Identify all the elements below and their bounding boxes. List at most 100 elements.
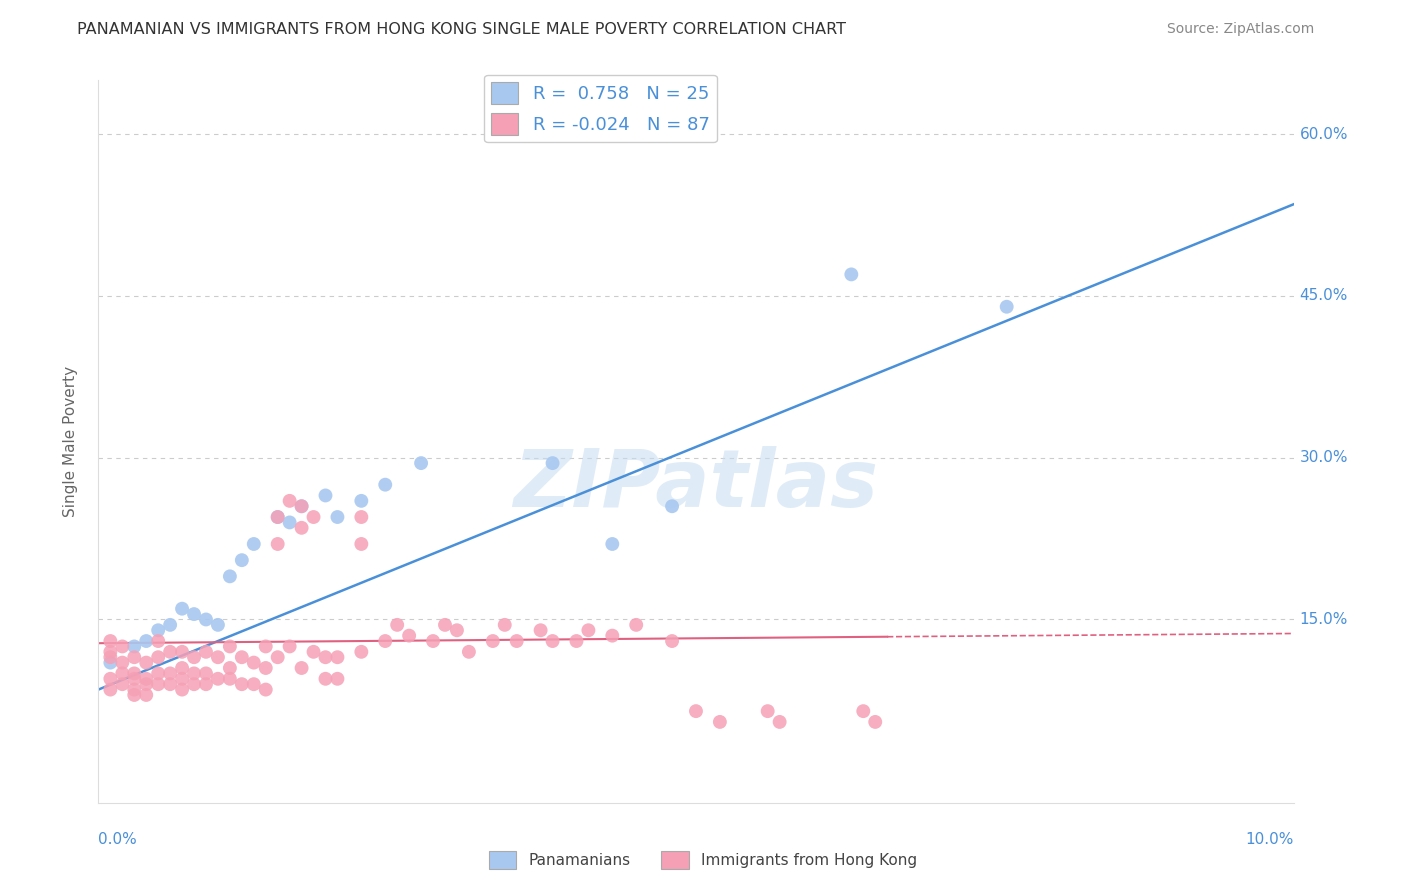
- Point: [219, 640, 242, 654]
- Point: [995, 300, 1018, 314]
- Point: [254, 661, 277, 675]
- Point: [195, 666, 218, 681]
- Point: [159, 677, 181, 691]
- Point: [243, 677, 266, 691]
- Point: [291, 500, 314, 514]
- Point: [267, 537, 290, 551]
- Point: [326, 650, 349, 665]
- Point: [124, 688, 146, 702]
- Point: [124, 682, 146, 697]
- Point: [541, 456, 564, 470]
- Text: 60.0%: 60.0%: [1299, 127, 1348, 142]
- Point: [98, 672, 122, 686]
- Text: 10.0%: 10.0%: [1246, 831, 1294, 847]
- Point: [124, 650, 146, 665]
- Point: [243, 537, 266, 551]
- Text: Source: ZipAtlas.com: Source: ZipAtlas.com: [1167, 22, 1315, 37]
- Text: 15.0%: 15.0%: [1299, 612, 1348, 627]
- Point: [661, 500, 683, 514]
- Point: [243, 656, 266, 670]
- Point: [159, 645, 181, 659]
- Point: [278, 516, 301, 530]
- Point: [302, 645, 325, 659]
- Legend: R =  0.758   N = 25, R = -0.024   N = 87: R = 0.758 N = 25, R = -0.024 N = 87: [484, 75, 717, 143]
- Point: [422, 634, 444, 648]
- Point: [207, 650, 229, 665]
- Point: [385, 618, 409, 632]
- Point: [124, 666, 146, 681]
- Point: [685, 704, 707, 718]
- Point: [183, 666, 205, 681]
- Text: 30.0%: 30.0%: [1299, 450, 1348, 466]
- Point: [267, 510, 290, 524]
- Point: [231, 553, 253, 567]
- Text: PANAMANIAN VS IMMIGRANTS FROM HONG KONG SINGLE MALE POVERTY CORRELATION CHART: PANAMANIAN VS IMMIGRANTS FROM HONG KONG …: [77, 22, 846, 37]
- Point: [302, 510, 325, 524]
- Point: [135, 656, 157, 670]
- Point: [291, 521, 314, 535]
- Point: [578, 624, 600, 638]
- Point: [135, 688, 157, 702]
- Point: [124, 640, 146, 654]
- Point: [148, 677, 170, 691]
- Point: [661, 634, 683, 648]
- Point: [172, 601, 194, 615]
- Point: [852, 704, 875, 718]
- Point: [326, 672, 349, 686]
- Point: [207, 672, 229, 686]
- Point: [183, 677, 205, 691]
- Point: [267, 510, 290, 524]
- Point: [111, 666, 134, 681]
- Point: [756, 704, 779, 718]
- Point: [841, 268, 863, 282]
- Point: [195, 645, 218, 659]
- Point: [111, 640, 134, 654]
- Point: [219, 569, 242, 583]
- Point: [434, 618, 457, 632]
- Point: [172, 645, 194, 659]
- Point: [195, 612, 218, 626]
- Point: [124, 672, 146, 686]
- Text: 45.0%: 45.0%: [1299, 288, 1348, 303]
- Point: [159, 618, 181, 632]
- Point: [148, 624, 170, 638]
- Point: [291, 661, 314, 675]
- Point: [315, 488, 337, 502]
- Point: [350, 510, 373, 524]
- Text: ZIPatlas: ZIPatlas: [513, 446, 879, 524]
- Point: [267, 650, 290, 665]
- Point: [254, 640, 277, 654]
- Point: [98, 634, 122, 648]
- Point: [278, 493, 301, 508]
- Point: [98, 645, 122, 659]
- Point: [254, 682, 277, 697]
- Point: [111, 656, 134, 670]
- Point: [626, 618, 648, 632]
- Point: [172, 672, 194, 686]
- Point: [482, 634, 505, 648]
- Point: [374, 477, 396, 491]
- Point: [494, 618, 516, 632]
- Point: [446, 624, 468, 638]
- Point: [172, 661, 194, 675]
- Point: [135, 672, 157, 686]
- Point: [374, 634, 396, 648]
- Point: [326, 510, 349, 524]
- Point: [769, 714, 792, 729]
- Point: [98, 650, 122, 665]
- Point: [172, 682, 194, 697]
- Point: [219, 661, 242, 675]
- Text: 0.0%: 0.0%: [98, 831, 138, 847]
- Point: [709, 714, 731, 729]
- Point: [207, 618, 229, 632]
- Point: [350, 493, 373, 508]
- Point: [148, 650, 170, 665]
- Point: [219, 672, 242, 686]
- Point: [231, 650, 253, 665]
- Point: [865, 714, 887, 729]
- Point: [541, 634, 564, 648]
- Point: [135, 677, 157, 691]
- Point: [411, 456, 433, 470]
- Point: [530, 624, 553, 638]
- Point: [183, 607, 205, 621]
